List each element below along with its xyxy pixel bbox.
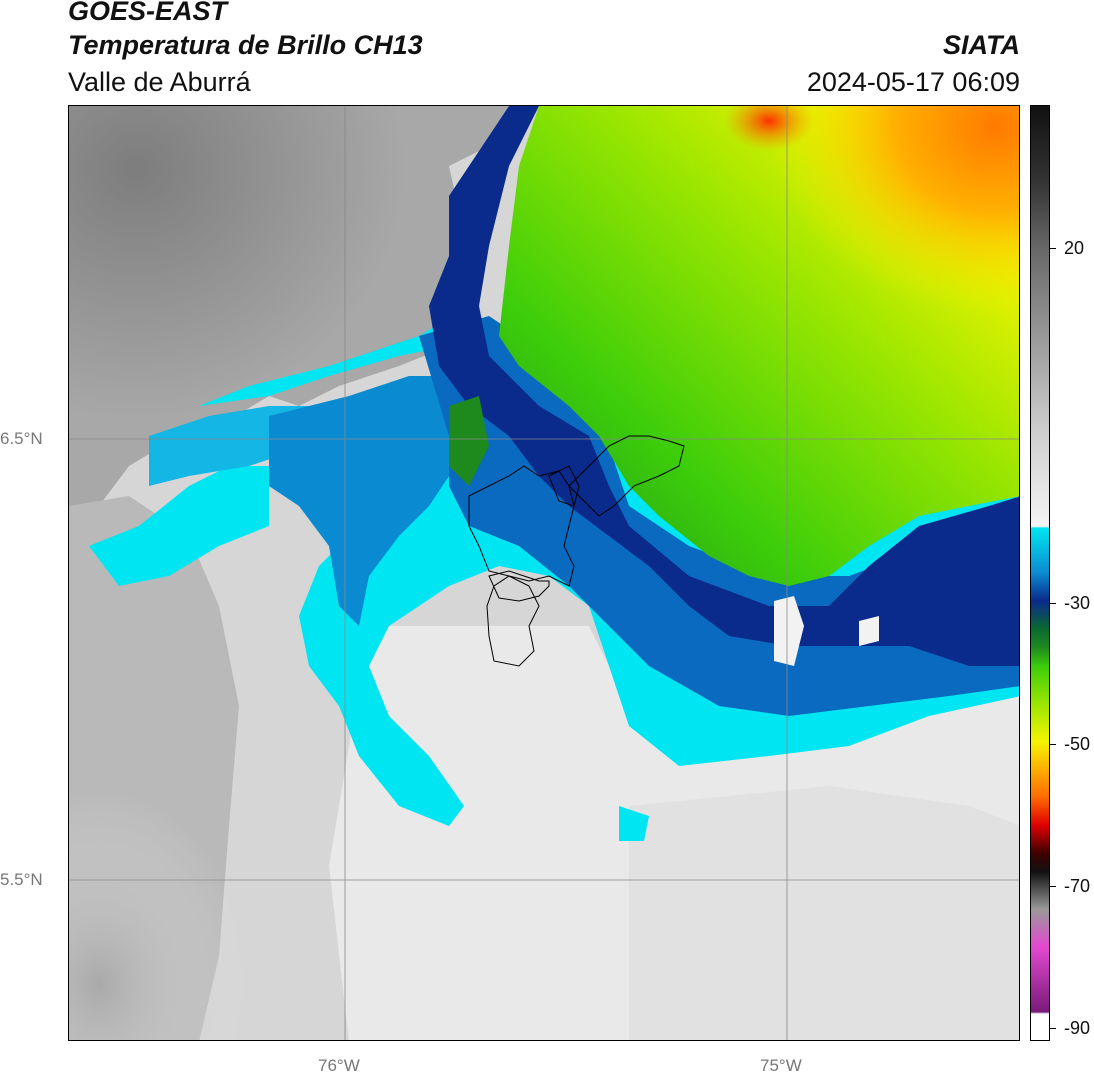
lat-label-5-5n: 5.5°N	[0, 870, 43, 889]
satellite-title: GOES-EAST	[68, 0, 228, 26]
colorbar-label-m50: -50	[1064, 734, 1091, 754]
brightness-temperature-image	[69, 106, 1019, 1040]
datetime-label: 2024-05-17 06:09	[806, 67, 1020, 97]
brand-label: SIATA	[943, 30, 1020, 60]
lon-label-76w: 76°W	[318, 1056, 360, 1075]
colorbar-tick-m30	[1050, 603, 1056, 604]
colorbar-tick-m70	[1050, 886, 1056, 887]
lat-label-6-5n: 6.5°N	[0, 429, 43, 448]
lon-label-75w: 75°W	[760, 1056, 802, 1075]
product-title: Temperatura de Brillo CH13	[68, 30, 423, 60]
colorbar-label-20: 20	[1064, 238, 1085, 258]
region-label: Valle de Aburrá	[68, 67, 251, 97]
colorbar-tick-m90	[1050, 1028, 1056, 1029]
colorbar-label-m30: -30	[1064, 593, 1091, 613]
temperature-colorbar	[1030, 105, 1050, 1041]
colorbar-label-m90: -90	[1064, 1018, 1091, 1038]
colorbar-label-m70: -70	[1064, 876, 1091, 896]
colorbar-tick-m50	[1050, 744, 1056, 745]
colorbar-tick-20	[1050, 248, 1056, 249]
satellite-map[interactable]	[68, 105, 1020, 1041]
municipality-boundaries	[468, 435, 685, 667]
